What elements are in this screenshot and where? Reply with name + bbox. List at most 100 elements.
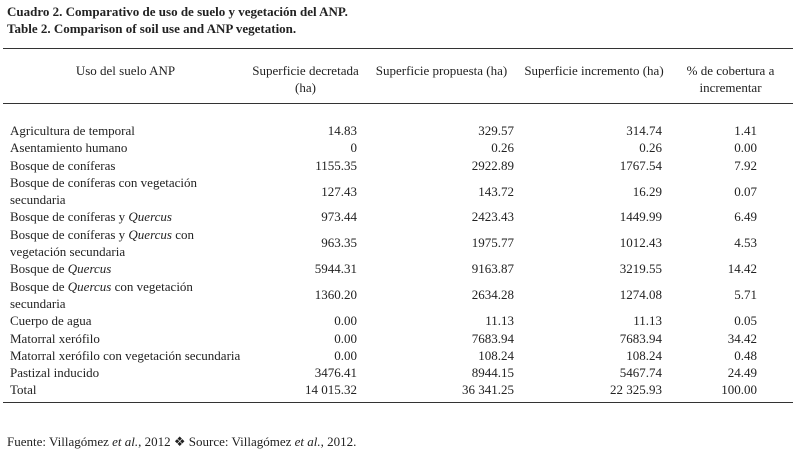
column-header: Superficie decretada (ha) xyxy=(248,48,363,104)
table-row: Asentamiento humano 0 0.26 0.26 0.00 xyxy=(3,139,793,156)
cell: 314.74 xyxy=(626,123,662,138)
cell: 127.43 xyxy=(321,183,357,199)
column-header: Uso del suelo ANP xyxy=(3,48,248,104)
cell: 5944.31 xyxy=(314,261,357,277)
text: Asentamiento humano xyxy=(10,140,128,156)
title-es: Cuadro 2. Comparativo de uso de suelo y … xyxy=(7,4,348,19)
italic-text: Quercus xyxy=(67,278,112,294)
cell: 22 325.93 xyxy=(610,382,662,398)
cell: 108.24 xyxy=(478,347,514,363)
table-row: Matorral xerófilo con vegetación secunda… xyxy=(3,347,793,364)
cell: 0.26 xyxy=(491,140,514,156)
table-row: Pastizal inducido 3476.41 8944.15 5467.74 24… xyxy=(3,364,793,381)
text: Bosque de coníferas con vegetación secun… xyxy=(10,174,197,208)
cell: 1449.99 xyxy=(619,209,662,225)
cell: 1.41 xyxy=(734,123,757,138)
cell: 0.00 xyxy=(334,313,357,329)
row-label: Matorral xerófilo con vegetación secunda… xyxy=(3,347,248,364)
cell: 11.13 xyxy=(633,313,662,329)
table-row: Bosque de Quercus con vegetación secunda… xyxy=(3,278,793,313)
row-label: Matorral xerófilo xyxy=(3,330,248,347)
table-row: Cuerpo de agua 0.00 11.13 11.13 0.05 xyxy=(3,312,793,329)
column-header: Superficie incremento (ha) xyxy=(520,48,668,104)
cell: 6.49 xyxy=(734,209,757,225)
cell: 3476.41 xyxy=(314,365,357,381)
cell: 2922.89 xyxy=(471,157,514,173)
cell: 24.49 xyxy=(727,365,757,381)
text: , 2012 ❖ Source: Villagómez xyxy=(138,434,295,449)
row-label: Bosque de Quercus con vegetación secunda… xyxy=(3,278,248,313)
table-row: Matorral xerófilo 0.00 7683.94 7683.94 34.42 xyxy=(3,330,793,347)
cell: 143.72 xyxy=(478,183,514,199)
cell: 14 015.32 xyxy=(305,382,357,398)
table-row: Total 14 015.32 36 341.25 22 325.93 100.00 xyxy=(3,381,793,402)
cell: 4.53 xyxy=(734,235,757,251)
cell: 329.57 xyxy=(478,123,514,138)
table-row: Bosque de Quercus 5944.31 9163.87 3219.55 14… xyxy=(3,260,793,277)
cell: 2423.43 xyxy=(471,209,514,225)
italic-text: Quercus xyxy=(128,209,172,225)
table: Uso del suelo ANP Superficie decretada (h… xyxy=(3,48,793,403)
footer: Fuente: Villagómez et al., 2012 ❖ Source… xyxy=(7,434,356,450)
cell: 1975.77 xyxy=(471,235,514,251)
text: Agricultura de temporal xyxy=(10,123,135,138)
cell: 0.48 xyxy=(734,347,757,363)
cell: 5.71 xyxy=(734,287,757,303)
cell: 11.13 xyxy=(485,313,514,329)
row-label: Bosque de coníferas y Quercus con vegeta… xyxy=(3,226,248,261)
table-row: Bosque de coníferas y Quercus con vegeta… xyxy=(3,226,793,261)
cell: 1155.35 xyxy=(315,157,357,173)
cell: 9163.87 xyxy=(471,261,514,277)
row-label: Bosque de coníferas xyxy=(3,157,248,174)
text: Fuente: Villagómez xyxy=(7,434,113,449)
cell: 0.00 xyxy=(734,140,757,156)
italic-text: Quercus xyxy=(67,261,112,277)
cell: 8944.15 xyxy=(471,365,514,381)
cell: 5467.74 xyxy=(619,365,662,381)
title-en: Table 2. Comparison of soil use and ANP … xyxy=(7,21,297,36)
cell: 2634.28 xyxy=(471,287,514,303)
row-label: Cuerpo de agua xyxy=(3,312,248,329)
row-label: Bosque de coníferas con vegetación secun… xyxy=(3,174,248,209)
text: Bosque de xyxy=(10,261,68,277)
row-label: Bosque de Quercus xyxy=(3,260,248,277)
row-label: Asentamiento humano xyxy=(3,139,248,156)
cell: 34.42 xyxy=(727,330,757,346)
table-row: Bosque de coníferas 1155.35 2922.89 1767.54… xyxy=(3,157,793,174)
italic-text: et al. xyxy=(294,434,321,449)
row-label: Pastizal inducido xyxy=(3,364,248,381)
cell: 0 xyxy=(350,140,358,156)
column-header: Superficie propuesta (ha) xyxy=(363,48,520,104)
cell: 0.00 xyxy=(334,347,357,363)
row-label: Total xyxy=(3,381,248,402)
cell: 14.83 xyxy=(327,123,357,138)
italic-text: Quercus xyxy=(128,226,172,242)
cell: 1012.43 xyxy=(619,235,662,251)
cell: 1767.54 xyxy=(619,157,662,173)
text: con vegetación secundaria xyxy=(10,226,195,260)
text: Matorral xerófilo con vegetación secunda… xyxy=(10,347,241,363)
cell: 36 341.25 xyxy=(462,382,514,398)
cell: 0.07 xyxy=(734,183,757,199)
italic-text: et al. xyxy=(112,434,139,449)
text: con vegetación secundaria xyxy=(10,278,193,311)
text: Matorral xerófilo xyxy=(10,330,100,346)
text: , 2012. xyxy=(320,434,357,449)
text: Pastizal inducido xyxy=(10,365,100,381)
cell: 0.05 xyxy=(734,313,757,329)
cell: 108.24 xyxy=(626,347,662,363)
cell: 0.00 xyxy=(334,330,357,346)
cell: 973.44 xyxy=(321,209,357,225)
table-row: Bosque de coníferas con vegetación secun… xyxy=(3,174,793,209)
cell: 14.42 xyxy=(727,261,757,277)
text: Cuerpo de agua xyxy=(10,313,92,329)
cell: 1274.08 xyxy=(619,287,662,303)
cell: 16.29 xyxy=(632,183,662,199)
text: Bosque de coníferas xyxy=(10,157,116,173)
column-header: % de cobertura a incrementar xyxy=(668,48,793,104)
table-row: Agricultura de temporal 14.83 329.57 314.74… xyxy=(3,104,793,140)
table-row: Bosque de coníferas y Quercus 973.44 2423.… xyxy=(3,208,793,225)
table-body: Agricultura de temporal 14.83 329.57 314.74… xyxy=(3,104,793,403)
